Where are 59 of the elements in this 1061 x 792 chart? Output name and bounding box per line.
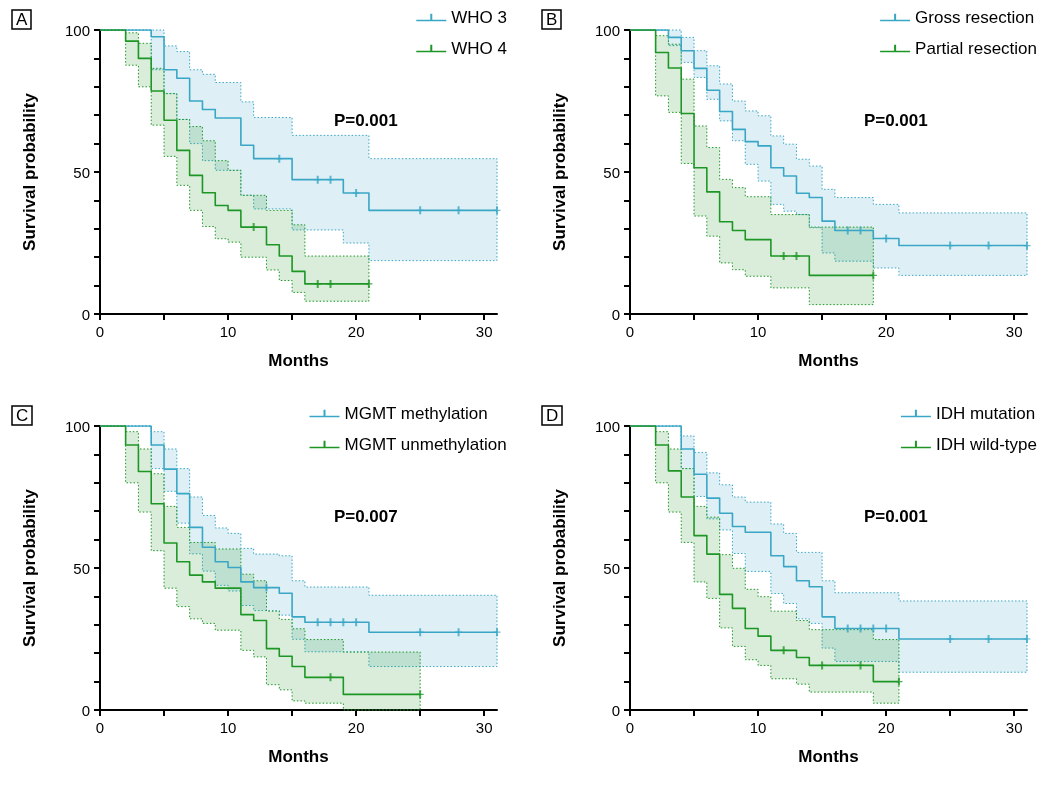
point <box>985 635 993 643</box>
y-axis-title: Survival probability <box>550 92 569 251</box>
legend-label: WHO 3 <box>451 8 508 27</box>
x-tick-label: 0 <box>625 323 635 340</box>
y-tick-label: 0 <box>611 701 620 719</box>
x-tick-label: 0 <box>95 323 105 340</box>
legend-label: Gross resection <box>915 8 1035 27</box>
chart-title: A <box>16 10 28 29</box>
x-tick-label: 20 <box>877 719 895 736</box>
x-tick-label: 30 <box>475 323 493 340</box>
x-axis-title: Months <box>268 351 329 370</box>
legend-label: WHO 4 <box>451 39 508 58</box>
x-axis-title: Months <box>798 747 859 766</box>
point <box>946 635 954 643</box>
point <box>792 252 800 261</box>
x-tick-label: 10 <box>749 719 767 736</box>
chart-title: D <box>546 406 559 425</box>
x-tick-label: 10 <box>219 323 237 340</box>
x-axis-title: Months <box>798 351 859 370</box>
point <box>250 223 258 232</box>
point <box>780 252 788 261</box>
legend-label: IDH wild-type <box>935 435 1038 454</box>
x-tick-label: 20 <box>347 719 365 736</box>
y-tick-label: 50 <box>603 559 620 577</box>
x-tick-label: 0 <box>625 719 635 736</box>
y-axis-title: Survival probability <box>550 488 569 647</box>
annotation: P=0.001 <box>333 111 398 130</box>
y-tick-label: 0 <box>81 305 90 323</box>
annotation: P=0.001 <box>863 507 928 526</box>
y-tick-label: 100 <box>594 21 620 39</box>
x-tick-label: 30 <box>475 719 493 736</box>
y-tick-label: 100 <box>594 417 620 435</box>
chart-title: C <box>16 406 29 425</box>
y-tick-label: 0 <box>81 701 90 719</box>
y-tick-label: 50 <box>603 163 620 181</box>
y-tick-label: 50 <box>73 163 90 181</box>
x-tick-label: 10 <box>749 323 767 340</box>
y-tick-label: 50 <box>73 559 90 577</box>
point <box>1023 635 1031 643</box>
x-tick-label: 30 <box>1005 719 1023 736</box>
x-axis-title: Months <box>268 747 329 766</box>
legend-label: Partial resection <box>915 39 1037 58</box>
x-tick-label: 10 <box>219 719 237 736</box>
x-tick-label: 20 <box>877 323 895 340</box>
y-axis-title: Survival probability <box>20 92 39 251</box>
legend-label: MGMT methylation <box>344 404 488 423</box>
chart-title: B <box>546 10 558 29</box>
x-tick-label: 0 <box>95 719 105 736</box>
legend-label: MGMT unmethylation <box>344 435 507 454</box>
y-tick-label: 0 <box>611 305 620 323</box>
annotation: P=0.007 <box>333 507 398 526</box>
annotation: P=0.001 <box>863 111 928 130</box>
legend-label: IDH mutation <box>935 404 1036 423</box>
x-tick-label: 30 <box>1005 323 1023 340</box>
x-tick-label: 20 <box>347 323 365 340</box>
point <box>352 189 360 198</box>
y-axis-title: Survival probability <box>20 488 39 647</box>
y-tick-label: 100 <box>64 21 90 39</box>
y-tick-label: 100 <box>64 417 90 435</box>
